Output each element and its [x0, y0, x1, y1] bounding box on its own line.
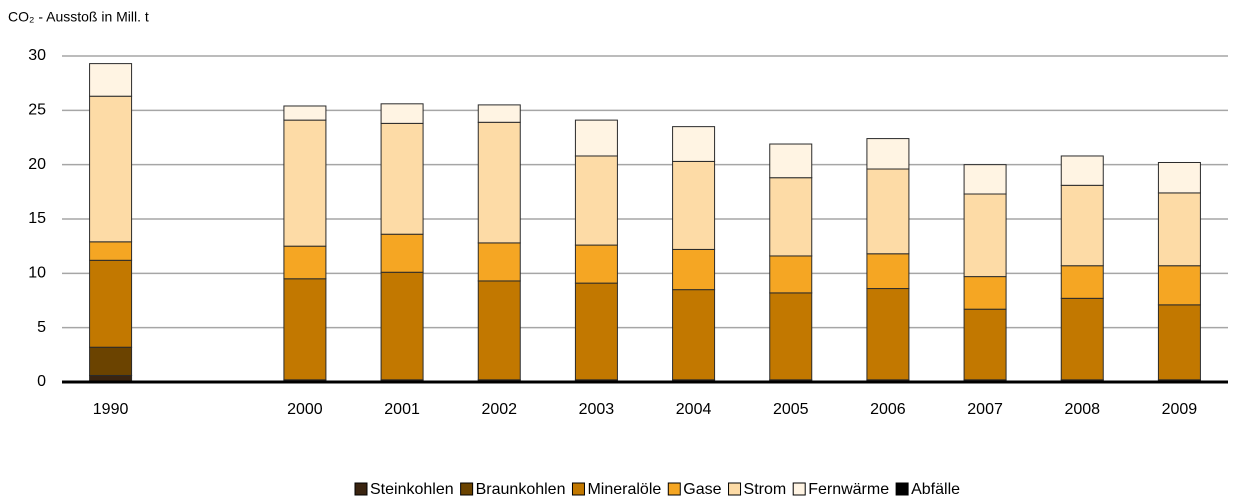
- x-tick-label: 2006: [870, 401, 906, 418]
- y-tick-label: 0: [37, 373, 46, 390]
- bar-segment: [866, 138, 910, 170]
- legend-swatch: [895, 482, 909, 496]
- bar-segment: [574, 244, 618, 284]
- legend-label: Braunkohlen: [476, 481, 566, 498]
- bar-segment: [1060, 297, 1104, 381]
- bar-segment: [89, 95, 133, 243]
- legend-swatch: [354, 482, 368, 496]
- y-tick-label: 20: [28, 156, 46, 173]
- x-tick-label: 2002: [481, 401, 517, 418]
- bar-segment: [380, 233, 424, 273]
- legend-label: Fernwärme: [808, 481, 889, 498]
- bar-segment: [283, 105, 327, 121]
- legend-swatch: [571, 482, 585, 496]
- bar-segment: [89, 63, 133, 97]
- bar-segment: [1157, 304, 1201, 381]
- bar-segment: [1060, 155, 1104, 186]
- bar-segment: [380, 271, 424, 381]
- bar-segment: [963, 308, 1007, 381]
- legend: Steinkohlen Braunkohlen Mineralöle Gase Stro…: [354, 481, 960, 498]
- bar-segment: [477, 121, 521, 244]
- bar-segment: [89, 259, 133, 348]
- bar-segment: [672, 126, 716, 162]
- legend-label: Strom: [744, 481, 787, 498]
- x-tick-label: 2007: [967, 401, 1003, 418]
- bar-segment: [477, 280, 521, 381]
- bar-segment: [769, 292, 813, 381]
- bar-segment: [89, 346, 133, 376]
- bar-segment: [1060, 184, 1104, 267]
- x-tick-label: 2009: [1162, 401, 1198, 418]
- bar-segment: [1157, 265, 1201, 306]
- legend-swatch: [460, 482, 474, 496]
- x-tick-label: 2000: [287, 401, 323, 418]
- bar-segment: [1157, 192, 1201, 267]
- x-tick-label: 2005: [773, 401, 809, 418]
- legend-label: Mineralöle: [587, 481, 661, 498]
- x-tick-label: 2008: [1064, 401, 1100, 418]
- legend-label: Steinkohlen: [370, 481, 454, 498]
- x-tick-label: 2004: [676, 401, 712, 418]
- bar-segment: [963, 193, 1007, 278]
- y-tick-label: 10: [28, 265, 46, 282]
- bar-segment: [769, 143, 813, 179]
- bar-segment: [574, 155, 618, 246]
- bar-segment: [769, 177, 813, 257]
- bar-segment: [1060, 265, 1104, 299]
- bar-segment: [477, 104, 521, 123]
- y-tick-label: 5: [37, 319, 46, 336]
- bar-segment: [380, 122, 424, 235]
- chart-title: CO₂ - Ausstoß in Mill. t: [8, 9, 149, 25]
- bar-segment: [89, 241, 133, 261]
- bar-segment: [1157, 161, 1201, 194]
- x-tick-label: 2003: [579, 401, 615, 418]
- bar-segment: [380, 103, 424, 124]
- legend-swatch: [728, 482, 742, 496]
- legend-swatch: [792, 482, 806, 496]
- y-tick-label: 30: [28, 47, 46, 64]
- bar-segment: [672, 160, 716, 250]
- y-tick-label: 15: [28, 210, 46, 227]
- legend-label: Gase: [683, 481, 721, 498]
- x-tick-label: 2001: [384, 401, 420, 418]
- bar-segment: [866, 253, 910, 290]
- bar-segment: [574, 119, 618, 157]
- bar-segment: [866, 288, 910, 381]
- x-tick-label: 1990: [93, 401, 129, 418]
- bar-segment: [963, 164, 1007, 195]
- bar-segment: [477, 242, 521, 282]
- legend-label: Abfälle: [911, 481, 960, 498]
- bar-segment: [283, 245, 327, 280]
- bar-segment: [283, 119, 327, 247]
- bar-segment: [672, 289, 716, 381]
- bar-segment: [283, 278, 327, 381]
- legend-swatch: [667, 482, 681, 496]
- bar-segment: [672, 248, 716, 291]
- bar-segment: [866, 168, 910, 255]
- bar-segment: [963, 276, 1007, 310]
- bar-segment: [574, 282, 618, 381]
- bar-segment: [769, 255, 813, 294]
- y-tick-label: 25: [28, 102, 46, 119]
